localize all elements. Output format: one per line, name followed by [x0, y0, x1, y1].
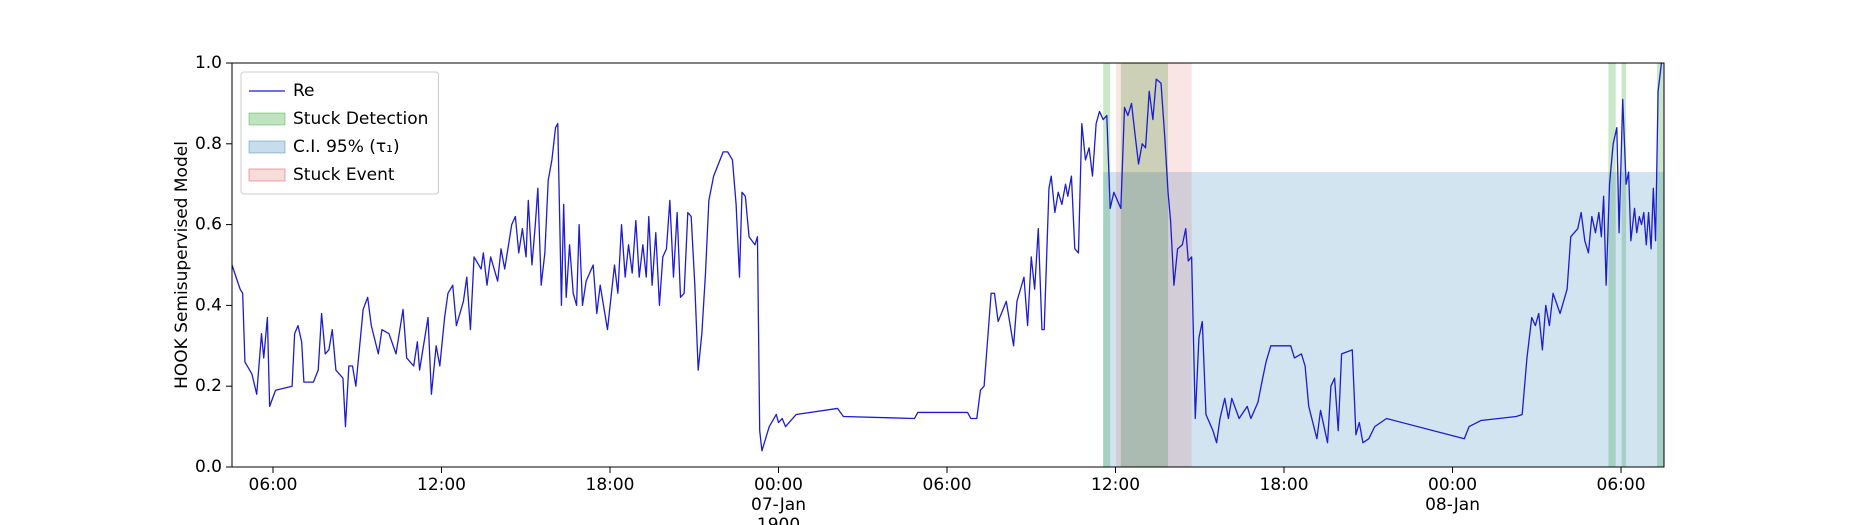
legend: Re Stuck Detection C.I. 95% (τ₁) Stuck Even… — [240, 71, 439, 195]
region-span — [1120, 63, 1169, 467]
y-tick-label: 0.0 — [195, 457, 222, 477]
x-tick-label: 06:00 — [1597, 475, 1646, 495]
x-tick-label: 12:00 — [417, 475, 466, 495]
x-tick-label: 18:00 — [586, 475, 635, 495]
y-tick-label: 0.2 — [195, 376, 222, 396]
x-tick-label: 06:00 — [923, 475, 972, 495]
legend-label: Re — [293, 81, 315, 101]
region-span — [1656, 63, 1664, 467]
y-axis-label: HOOK Semisupervised Model — [172, 141, 192, 389]
x-tick-label: 00:00 — [754, 475, 803, 495]
x-tick-label: 06:00 — [249, 475, 298, 495]
x-tick-label: 12:00 — [1091, 475, 1140, 495]
legend-label: Stuck Event — [293, 165, 395, 185]
legend-swatch — [248, 112, 286, 126]
x-tick-label: 18:00 — [1260, 475, 1309, 495]
y-tick-label: 0.4 — [195, 295, 222, 315]
y-tick-label: 0.8 — [195, 134, 222, 154]
x-tick-label: 08-Jan — [1425, 495, 1480, 515]
legend-box — [240, 71, 439, 195]
y-tick-label: 0.6 — [195, 215, 222, 235]
x-tick-label: 07-Jan — [751, 495, 806, 515]
region-span — [1103, 63, 1111, 467]
region-span — [1103, 172, 1664, 467]
data-line — [231, 62, 1663, 452]
legend-label: Stuck Detection — [293, 109, 428, 129]
legend-swatch — [248, 140, 286, 154]
region-span — [1621, 63, 1627, 467]
legend-label: C.I. 95% (τ₁) — [293, 137, 400, 157]
plot-frame — [231, 62, 1665, 468]
x-tick-label: 1900 — [757, 515, 800, 525]
y-tick-label: 1.0 — [195, 53, 222, 73]
x-tick-label: 00:00 — [1428, 475, 1477, 495]
legend-swatch — [248, 168, 286, 182]
region-span — [1116, 63, 1192, 467]
region-span — [1608, 63, 1616, 467]
